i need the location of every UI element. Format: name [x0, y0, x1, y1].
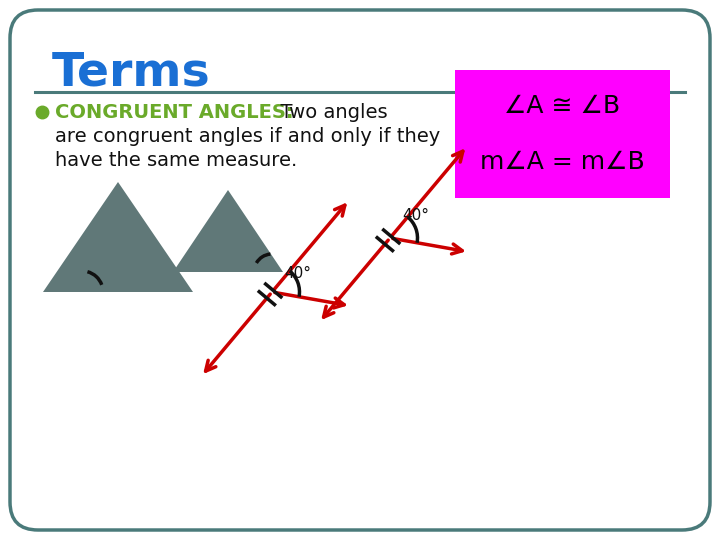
- FancyBboxPatch shape: [10, 10, 710, 530]
- Text: Two angles: Two angles: [268, 103, 387, 122]
- Polygon shape: [173, 190, 283, 272]
- Text: CONGRUENT ANGLES:: CONGRUENT ANGLES:: [55, 103, 294, 122]
- Text: m∠A = m∠B: m∠A = m∠B: [480, 150, 645, 174]
- Polygon shape: [43, 182, 193, 292]
- Text: have the same measure.: have the same measure.: [55, 151, 297, 170]
- Text: are congruent angles if and only if they: are congruent angles if and only if they: [55, 126, 440, 145]
- FancyBboxPatch shape: [455, 70, 670, 198]
- Text: 40°: 40°: [284, 267, 311, 281]
- Text: Terms: Terms: [52, 50, 211, 95]
- Text: 40°: 40°: [402, 208, 429, 224]
- Text: ∠A ≅ ∠B: ∠A ≅ ∠B: [505, 94, 621, 118]
